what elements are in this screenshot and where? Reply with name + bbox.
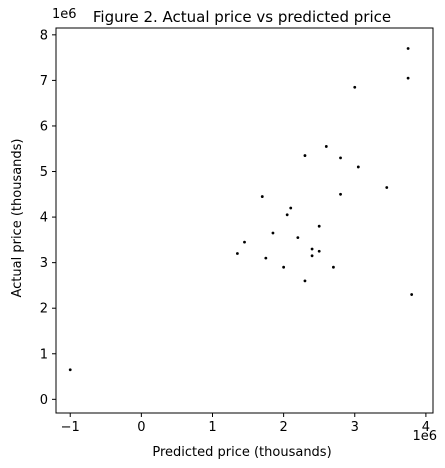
x-tick-label: 1 <box>208 420 216 435</box>
data-point <box>324 145 328 148</box>
x-offset-label: 1e6 <box>412 429 437 444</box>
data-point <box>410 293 414 296</box>
data-point <box>303 279 307 283</box>
y-tick-label: 3 <box>40 256 48 271</box>
data-point <box>339 156 342 160</box>
y-tick-label: 8 <box>40 28 48 43</box>
x-tick-label: 2 <box>279 420 287 435</box>
data-point <box>406 76 410 80</box>
x-tick-label: −1 <box>61 420 80 435</box>
y-tick-label: 2 <box>40 302 48 317</box>
data-point <box>353 85 357 89</box>
data-point <box>356 165 360 169</box>
y-tick-label: 4 <box>40 211 48 226</box>
data-point <box>310 247 314 251</box>
data-point <box>317 224 321 228</box>
x-axis: −1 0 1 2 3 4 <box>61 413 430 435</box>
data-point <box>243 240 246 244</box>
x-tick-label: 3 <box>351 420 359 435</box>
y-axis: 0 1 2 3 4 5 6 7 8 <box>40 28 56 408</box>
data-point <box>296 236 300 239</box>
data-point <box>271 231 275 235</box>
y-tick-label: 1 <box>40 347 48 362</box>
data-point <box>264 256 268 260</box>
data-point <box>285 213 289 217</box>
data-point <box>289 206 293 210</box>
chart-title: Figure 2. Actual price vs predicted pric… <box>93 8 391 26</box>
y-axis-label: Actual price (thousands) <box>10 138 25 297</box>
plot-area <box>68 47 414 372</box>
data-point <box>68 368 72 372</box>
data-point <box>332 265 335 269</box>
y-tick-label: 0 <box>40 393 48 408</box>
data-point <box>235 252 239 255</box>
data-point <box>282 265 286 269</box>
x-tick-label: 0 <box>137 420 145 435</box>
data-point <box>260 195 264 198</box>
plot-frame <box>55 27 434 414</box>
x-tick-label: 4 <box>422 420 430 435</box>
data-point <box>303 154 307 157</box>
data-point <box>317 249 321 253</box>
y-offset-label: 1e6 <box>52 7 77 22</box>
y-tick-label: 6 <box>40 119 48 134</box>
x-axis-label: Predicted price (thousands) <box>152 445 331 460</box>
data-point <box>406 47 410 50</box>
data-point <box>385 186 389 189</box>
y-tick-label: 5 <box>40 165 48 180</box>
data-point <box>339 192 342 196</box>
data-point <box>310 254 314 258</box>
y-tick-label: 7 <box>40 74 48 89</box>
